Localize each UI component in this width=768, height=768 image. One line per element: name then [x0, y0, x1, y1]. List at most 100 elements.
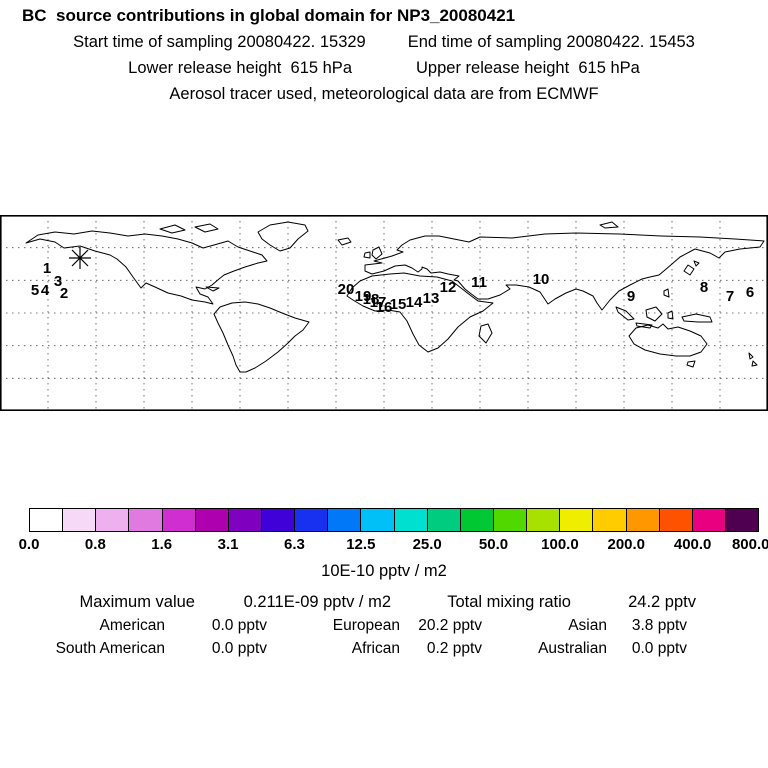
continent-north-america: [25, 230, 268, 305]
station-number: 2: [59, 284, 69, 302]
continent-greenland: [257, 221, 309, 252]
island-cuba: [205, 286, 220, 292]
colorbar-tick-label: 400.0: [673, 536, 712, 553]
station-number: 6: [745, 283, 755, 301]
figure-title: BC source contributions in global domain…: [22, 6, 516, 25]
colorbar-segment: [527, 509, 561, 531]
island-ireland: [363, 251, 371, 259]
figure-header: BC source contributions in global domain…: [0, 6, 768, 104]
colorbar-tick-label: 3.1: [217, 536, 239, 553]
colorbar: [29, 508, 759, 532]
colorbar-segment: [560, 509, 594, 531]
maximum-value: 0.211E-09 pptv / m2: [243, 593, 391, 611]
sampling-times-line: Start time of sampling 20080422. 15329 E…: [0, 33, 768, 52]
colorbar-segment: [63, 509, 97, 531]
colorbar-segment: [394, 509, 428, 531]
stats-row-maximum: Maximum value 0.211E-09 pptv / m2 Total …: [0, 593, 768, 612]
colorbar-tick-label: 1.6: [151, 536, 173, 553]
colorbar-segment: [460, 509, 494, 531]
station-number: 17: [369, 293, 387, 311]
european-label: European: [332, 617, 400, 634]
australian-label: Australian: [538, 640, 607, 657]
total-mixing-ratio-label: Total mixing ratio: [447, 593, 571, 611]
continent-south-america: [213, 301, 310, 373]
asian-label: Asian: [568, 617, 607, 634]
american-value: 0.0 pptv: [211, 617, 267, 634]
colorbar-segment: [261, 509, 296, 531]
station-number: 13: [422, 289, 440, 307]
station-number: 15: [389, 295, 407, 313]
map-border: [0, 215, 768, 411]
colorbar-tick-label: 6.3: [284, 536, 305, 553]
island-britain: [371, 246, 383, 260]
world-map: 1 2 3 4 5 6 7 8 9 10 11 12 13 14 15 16 17 18 19 20: [0, 215, 768, 411]
island-iceland: [337, 237, 352, 246]
map-gridlines: [0, 215, 768, 411]
tracer-text: Aerosol tracer used, meteorological data…: [169, 85, 599, 103]
colorbar-tick-label: 50.0: [478, 536, 509, 553]
colorbar-segment: [593, 509, 627, 531]
american-label: American: [99, 617, 165, 634]
station-number: 12: [439, 278, 457, 296]
station-number: 11: [471, 273, 487, 291]
start-time-text: Start time of sampling 20080422. 15329: [73, 33, 366, 51]
station-number: 18: [362, 290, 380, 308]
colorbar-tick-label: 25.0: [412, 536, 442, 553]
tracer-line: Aerosol tracer used, meteorological data…: [0, 85, 768, 104]
end-time-text: End time of sampling 20080422. 15453: [407, 33, 695, 51]
colorbar-segment: [328, 509, 362, 531]
colorbar-tick-label: 200.0: [607, 536, 646, 553]
colorbar-segment: [361, 509, 395, 531]
upper-release-text: Upper release height 615 hPa: [416, 59, 640, 77]
islands-southeast-asia: [615, 288, 713, 329]
colorbar-segment: [195, 509, 229, 531]
stats-row-contributions-2: South American 0.0 pptv African 0.2 pptv…: [0, 640, 768, 658]
island-tasmania: [686, 360, 696, 368]
island-japan: [683, 260, 700, 276]
station-number: 5: [30, 281, 40, 299]
islands-arctic: [159, 221, 619, 234]
asian-value: 3.8 pptv: [631, 617, 687, 634]
colorbar-segment: [295, 509, 329, 531]
total-mixing-ratio-value: 24.2 pptv: [628, 593, 696, 611]
colorbar-segment: [725, 509, 759, 531]
south-american-label: South American: [55, 640, 165, 657]
colorbar-tick-label: 800.0: [731, 536, 768, 553]
station-number: 8: [699, 278, 709, 296]
colorbar-tick-label: 12.5: [346, 536, 376, 553]
release-heights-line: Lower release height 615 hPa Upper relea…: [0, 59, 768, 78]
station-number: 7: [725, 287, 735, 305]
colorbar-segment: [129, 509, 163, 531]
release-point-marker: [69, 247, 91, 269]
continent-australia: [628, 323, 708, 357]
australian-value: 0.0 pptv: [631, 640, 687, 657]
colorbar-segment: [228, 509, 262, 531]
south-american-value: 0.0 pptv: [211, 640, 267, 657]
european-value: 20.2 pptv: [418, 617, 482, 634]
colorbar-segment: [493, 509, 528, 531]
station-number: 3: [53, 272, 63, 290]
colorbar-segment: [96, 509, 130, 531]
station-number: 9: [626, 287, 636, 305]
colorbar-tick-label: 100.0: [541, 536, 579, 553]
african-value: 0.2 pptv: [426, 640, 482, 657]
station-number: 16: [375, 298, 393, 316]
colorbar-segment: [427, 509, 461, 531]
lower-release-text: Lower release height 615 hPa: [128, 59, 352, 77]
station-number: 19: [354, 287, 372, 305]
colorbar-segment: [626, 509, 660, 531]
station-markers: 1 2 3 4 5 6 7 8 9 10 11 12 13 14 15 16 17 18 19 20: [0, 215, 768, 411]
islands-new-zealand: [748, 352, 758, 367]
stats-row-contributions-1: American 0.0 pptv European 20.2 pptv Asi…: [0, 617, 768, 635]
colorbar-tick-label: 0.0: [18, 536, 40, 553]
maximum-value-label: Maximum value: [79, 593, 195, 611]
station-number: 14: [405, 293, 423, 311]
colorbar-segment: [659, 509, 693, 531]
colorbar-units: 10E-10 pptv / m2: [321, 562, 447, 580]
stats-block: Maximum value 0.211E-09 pptv / m2 Total …: [0, 593, 768, 658]
island-madagascar: [478, 323, 493, 344]
continent-outlines: [25, 221, 765, 373]
world-map-svg: [0, 215, 768, 411]
colorbar-segment: [162, 509, 196, 531]
